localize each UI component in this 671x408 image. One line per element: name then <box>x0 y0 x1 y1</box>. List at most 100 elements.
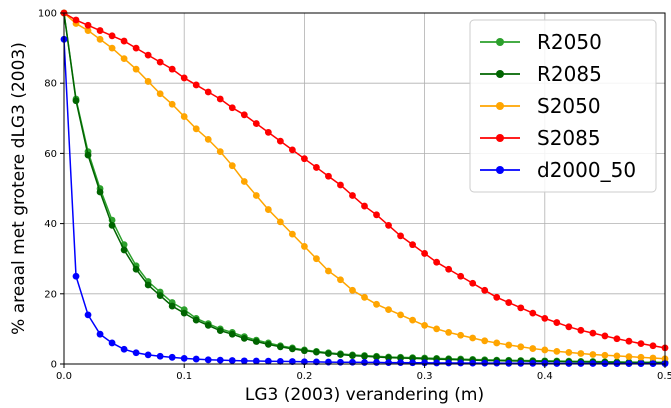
x-axis-title: LG3 (2003) verandering (m) <box>245 385 484 405</box>
data-point <box>72 16 80 24</box>
data-point <box>288 146 296 154</box>
data-point <box>637 340 645 348</box>
y-tick-label: 80 <box>44 79 57 90</box>
data-point <box>625 353 633 361</box>
data-point <box>168 100 176 108</box>
data-point <box>301 243 308 250</box>
data-point <box>565 323 573 331</box>
data-point <box>613 352 621 360</box>
data-point <box>541 346 549 354</box>
data-point <box>577 326 585 334</box>
data-point <box>421 250 428 257</box>
data-point <box>445 265 453 273</box>
data-point <box>204 356 212 364</box>
legend-marker <box>496 38 504 46</box>
data-point <box>397 232 404 240</box>
data-point <box>252 357 260 365</box>
data-point <box>553 347 561 355</box>
data-point <box>72 272 80 280</box>
data-point <box>517 343 525 351</box>
data-point <box>385 359 392 366</box>
legend-marker <box>496 134 504 142</box>
data-point <box>517 304 525 312</box>
data-point <box>313 255 320 263</box>
axis-ticks: 0.0 0.1 0.2 0.3 0.4 0.5 0 20 40 60 80 100 <box>38 9 671 383</box>
data-point <box>349 352 356 359</box>
data-point <box>288 358 296 365</box>
data-point <box>505 299 513 306</box>
legend-box <box>469 19 657 193</box>
data-point <box>168 65 176 73</box>
data-point <box>337 351 344 358</box>
y-tick-label: 60 <box>44 149 57 160</box>
legend-label: S2085 <box>537 126 601 150</box>
legend-marker <box>496 102 504 110</box>
data-point <box>144 281 152 289</box>
data-point <box>649 342 657 350</box>
y-tick-label: 0 <box>51 360 57 371</box>
data-point <box>144 51 152 59</box>
y-tick-label: 100 <box>38 9 57 20</box>
data-point <box>529 345 537 352</box>
data-point <box>264 128 272 136</box>
data-point <box>373 211 380 219</box>
data-point <box>252 338 260 345</box>
data-point <box>517 359 525 367</box>
data-point <box>613 335 621 343</box>
data-point <box>96 27 104 34</box>
data-point <box>481 359 489 367</box>
legend: R2050 R2085 S2050 S2085 d2000_50 <box>469 19 657 193</box>
data-point <box>132 349 140 357</box>
data-point <box>156 90 164 98</box>
data-point <box>96 35 104 43</box>
data-point <box>108 221 116 229</box>
data-point <box>565 349 573 356</box>
data-point <box>385 306 392 313</box>
data-point <box>469 334 477 342</box>
x-tick-label: 0.3 <box>417 371 433 382</box>
data-point <box>469 279 477 287</box>
data-point <box>505 341 513 349</box>
data-point <box>589 329 597 337</box>
data-point <box>228 162 236 170</box>
data-point <box>337 276 344 284</box>
data-point <box>264 340 272 348</box>
data-point <box>373 353 380 361</box>
legend-label: R2085 <box>537 62 602 86</box>
data-point <box>577 360 585 367</box>
data-point <box>313 164 320 171</box>
data-point <box>204 135 212 143</box>
data-point <box>264 357 272 365</box>
data-point <box>156 292 164 299</box>
data-point <box>216 356 224 364</box>
data-point <box>445 359 453 367</box>
data-point <box>361 359 368 366</box>
data-point <box>120 345 128 353</box>
data-point <box>228 104 236 112</box>
data-point <box>493 293 501 301</box>
data-point <box>325 267 332 275</box>
data-point <box>108 44 116 52</box>
data-point <box>72 97 80 105</box>
data-point <box>409 316 416 324</box>
data-point <box>553 360 561 367</box>
data-point <box>180 354 188 362</box>
data-point <box>288 345 296 353</box>
data-point <box>192 81 200 89</box>
y-tick-label: 20 <box>44 289 57 300</box>
data-point <box>457 272 465 280</box>
data-point <box>577 350 585 357</box>
data-point <box>192 316 200 324</box>
data-point <box>240 334 248 342</box>
data-point <box>397 311 404 319</box>
data-point <box>325 172 332 180</box>
legend-item: d2000_50 <box>480 158 636 182</box>
data-point <box>204 321 212 329</box>
data-point <box>301 155 308 163</box>
data-point <box>313 348 320 356</box>
data-point <box>385 354 392 362</box>
legend-marker <box>496 70 504 78</box>
data-point <box>493 359 501 367</box>
data-point <box>361 202 368 210</box>
